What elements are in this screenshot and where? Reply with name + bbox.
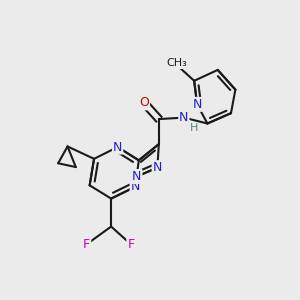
Text: O: O [139, 96, 149, 110]
Text: N: N [179, 111, 188, 124]
Text: F: F [127, 238, 134, 251]
Text: N: N [153, 161, 162, 174]
Text: N: N [132, 170, 141, 183]
Text: N: N [130, 180, 140, 193]
Text: N: N [113, 141, 122, 154]
Text: N: N [192, 98, 202, 111]
Text: CH₃: CH₃ [166, 58, 187, 68]
Text: H: H [190, 123, 198, 133]
Text: F: F [83, 238, 90, 251]
